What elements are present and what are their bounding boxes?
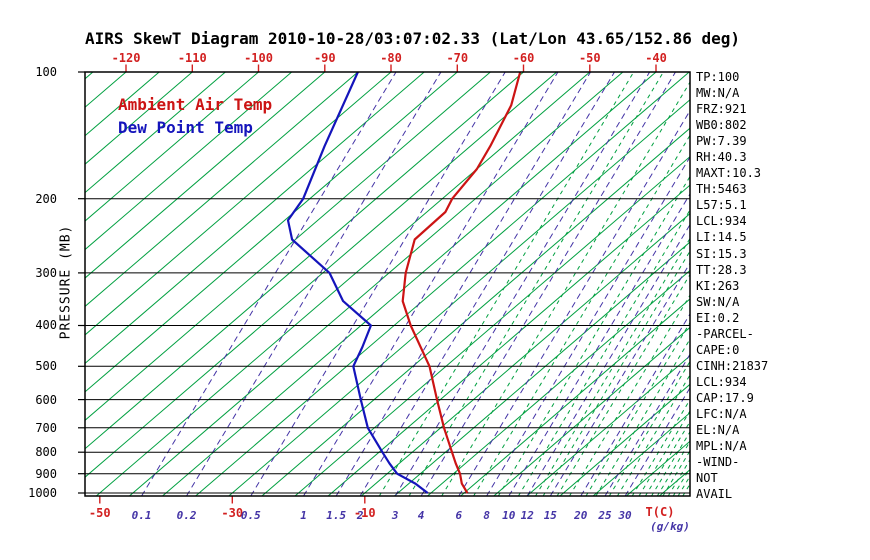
mixing-ratio-label: 3	[391, 509, 399, 522]
stat-line: TH:5463	[696, 182, 747, 197]
stat-line: -PARCEL-	[696, 326, 754, 341]
top-temp-label: -100	[244, 51, 273, 65]
pressure-label: 400	[35, 318, 57, 333]
stat-line: WB0:802	[696, 118, 747, 133]
bottom-temp-label: -10	[353, 506, 376, 520]
mixing-ratio-label: 4	[417, 509, 425, 522]
stat-line: -WIND-	[696, 455, 740, 470]
top-temp-label: -40	[645, 51, 667, 65]
pressure-label: 800	[35, 445, 57, 460]
mixing-ratio-label: 6	[455, 509, 463, 522]
mixing-ratio-label: 0.5	[240, 509, 261, 522]
stat-line: RH:40.3	[696, 150, 747, 165]
mixing-ratio-label: 10	[502, 509, 516, 522]
stat-line: KI:263	[696, 278, 740, 293]
mixing-ratio-label: 12	[520, 509, 534, 522]
stat-line: TP:100	[696, 70, 740, 84]
pressure-label: 100	[35, 65, 57, 79]
stat-line: LI:14.5	[696, 230, 747, 245]
mixing-ratio-label: 2	[356, 509, 364, 522]
stat-line: PW:7.39	[696, 134, 747, 149]
stat-line: MPL:N/A	[696, 439, 747, 454]
pressure-label: 300	[35, 265, 57, 280]
pressure-label: 1000	[28, 486, 57, 500]
stat-line: LCL:934	[696, 374, 747, 389]
mixing-ratio-label: 20	[574, 509, 588, 522]
stat-line: SI:15.3	[696, 246, 747, 261]
top-temp-label: -70	[446, 51, 469, 65]
stat-line: NOT	[696, 471, 718, 486]
pressure-label: 900	[35, 466, 57, 481]
mixing-ratio-label: 1.5	[326, 509, 347, 522]
mixing-ratio-label: 25	[598, 509, 612, 522]
mixing-ratio-label: 0.2	[176, 509, 197, 522]
stat-line: FRZ:921	[696, 102, 747, 117]
legend-ambient-air-temp: Ambient Air Temp	[118, 95, 273, 114]
stat-line: MW:N/A	[696, 86, 740, 101]
mixing-ratio-label: 30	[618, 509, 632, 522]
top-temp-label: -50	[578, 51, 601, 65]
chart-title: AIRS SkewT Diagram 2010-10-28/03:07:02.3…	[85, 29, 741, 48]
stat-line: CAPE:0	[696, 342, 740, 357]
stat-line: LCL:934	[696, 214, 747, 229]
stat-line: L57:5.1	[696, 198, 747, 213]
bottom-temp-label: -30	[221, 506, 244, 520]
pressure-axis-label: PRESSURE (MB)	[58, 224, 74, 340]
top-temp-label: -80	[380, 51, 402, 65]
top-temp-label: -120	[111, 51, 141, 65]
stat-line: SW:N/A	[696, 294, 740, 309]
stat-line: LFC:N/A	[696, 406, 747, 421]
pressure-label: 200	[35, 191, 57, 206]
stat-line: CINH:21837	[696, 358, 769, 373]
top-temp-label: -60	[512, 51, 535, 65]
mixing-ratio-label: 15	[543, 509, 557, 522]
mixing-ratio-unit-label: (g/kg)	[650, 520, 690, 533]
stat-line: AVAIL	[696, 487, 733, 502]
stats-panel: TP:100 MW:N/A FRZ:921 WB0:802 PW:7.39 RH:40.3…	[696, 69, 768, 502]
bottom-temp-label: -50	[88, 506, 111, 520]
stat-line: MAXT:10.3	[696, 166, 762, 181]
top-temp-label: -90	[313, 51, 336, 65]
pressure-label: 700	[35, 420, 57, 435]
stat-line: EL:N/A	[696, 423, 740, 438]
pressure-label: 500	[35, 359, 57, 374]
stat-line: EI:0.2	[696, 310, 740, 325]
top-temp-label: -110	[177, 51, 207, 65]
legend-dew-point-temp: Dew Point Temp	[118, 118, 253, 137]
pressure-label: 600	[35, 392, 57, 407]
mixing-ratio-label: 1	[300, 509, 307, 522]
stat-line: TT:28.3	[696, 262, 747, 277]
mixing-ratio-label: 0.1	[131, 509, 152, 522]
mixing-ratio-label: 8	[483, 509, 490, 522]
stat-line: CAP:17.9	[696, 390, 754, 405]
temp-unit-label: T(C)	[645, 505, 675, 519]
